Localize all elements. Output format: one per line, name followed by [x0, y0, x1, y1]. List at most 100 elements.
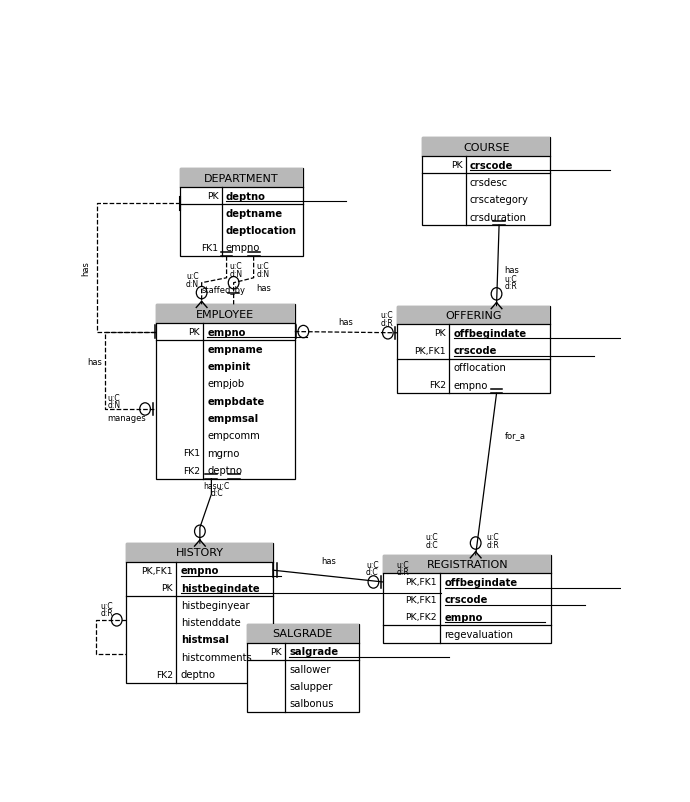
- Text: d:R: d:R: [504, 282, 518, 291]
- Text: crsdesc: crsdesc: [470, 178, 508, 188]
- Text: deptno: deptno: [181, 669, 216, 679]
- Text: PK: PK: [451, 161, 462, 170]
- Text: deptno: deptno: [207, 465, 242, 476]
- Text: empno: empno: [444, 612, 483, 622]
- Bar: [180, 169, 303, 257]
- Text: d:N: d:N: [186, 279, 199, 289]
- Text: salbonus: salbonus: [289, 699, 334, 708]
- Bar: [126, 543, 273, 683]
- Text: empinit: empinit: [207, 362, 250, 371]
- Text: empmsal: empmsal: [207, 414, 259, 423]
- Text: salgrade: salgrade: [289, 646, 338, 656]
- Text: manages: manages: [108, 414, 146, 423]
- Text: histbegindate: histbegindate: [181, 583, 259, 593]
- Text: u:C: u:C: [380, 311, 393, 320]
- Text: PK,FK1: PK,FK1: [406, 595, 437, 604]
- Text: u:C: u:C: [426, 533, 438, 541]
- Text: histenddate: histenddate: [181, 618, 240, 627]
- Text: d:N: d:N: [229, 269, 242, 278]
- Text: d:C: d:C: [210, 488, 223, 498]
- Text: u:C: u:C: [396, 560, 409, 569]
- Text: DEPARTMENT: DEPARTMENT: [204, 173, 279, 184]
- Text: FK1: FK1: [183, 448, 200, 458]
- Text: crscategory: crscategory: [470, 195, 529, 205]
- Bar: [383, 555, 551, 573]
- Text: u:C: u:C: [504, 274, 518, 283]
- Text: has: has: [321, 556, 335, 565]
- Text: PK: PK: [161, 583, 173, 593]
- Text: salupper: salupper: [289, 681, 333, 691]
- Text: offbegindate: offbegindate: [444, 577, 518, 587]
- Text: FK2: FK2: [156, 670, 173, 678]
- Text: offlocation: offlocation: [453, 363, 506, 373]
- Text: crsduration: crsduration: [470, 213, 527, 222]
- Text: HISTORY: HISTORY: [176, 548, 224, 557]
- Text: FK2: FK2: [183, 466, 200, 475]
- Text: d:R: d:R: [380, 318, 393, 327]
- Text: FK1: FK1: [201, 244, 219, 253]
- Text: has: has: [81, 261, 90, 276]
- Text: u:C: u:C: [229, 262, 242, 271]
- Bar: [156, 305, 295, 479]
- Text: u:C: u:C: [100, 601, 113, 610]
- Text: regevaluation: regevaluation: [444, 629, 513, 639]
- Text: empbdate: empbdate: [207, 396, 264, 407]
- Bar: [247, 624, 359, 712]
- Bar: [397, 306, 550, 394]
- Bar: [247, 624, 359, 642]
- Text: u:C: u:C: [486, 533, 499, 541]
- Text: PK: PK: [207, 192, 219, 200]
- Text: hasu:C: hasu:C: [204, 481, 230, 490]
- Text: has: has: [256, 284, 271, 293]
- Text: u:C: u:C: [186, 272, 199, 281]
- Text: deptname: deptname: [226, 209, 283, 219]
- Text: d:N: d:N: [108, 401, 121, 410]
- Text: SALGRADE: SALGRADE: [273, 629, 333, 638]
- Text: PK: PK: [270, 647, 282, 656]
- Text: histbeginyear: histbeginyear: [181, 600, 249, 610]
- Text: PK,FK1: PK,FK1: [406, 577, 437, 587]
- Bar: [156, 305, 295, 323]
- Bar: [422, 138, 551, 156]
- Bar: [397, 306, 550, 325]
- Text: u:C: u:C: [256, 262, 269, 271]
- Bar: [422, 138, 551, 226]
- Text: d:R: d:R: [396, 567, 409, 576]
- Text: deptlocation: deptlocation: [226, 226, 297, 236]
- Text: crscode: crscode: [453, 346, 497, 355]
- Text: histcomments: histcomments: [181, 652, 251, 662]
- Text: d:C: d:C: [426, 540, 438, 549]
- Text: u:C: u:C: [108, 393, 120, 402]
- Text: mgrno: mgrno: [207, 448, 239, 458]
- Text: empno: empno: [226, 243, 260, 253]
- Bar: [383, 555, 551, 642]
- Bar: [126, 543, 273, 562]
- Text: empno: empno: [181, 565, 219, 576]
- Text: empjob: empjob: [207, 379, 244, 389]
- Text: empno: empno: [453, 380, 488, 391]
- Text: empcomm: empcomm: [207, 431, 260, 441]
- Text: d:C: d:C: [366, 567, 379, 576]
- Text: FK2: FK2: [429, 381, 446, 390]
- Text: PK,FK1: PK,FK1: [415, 346, 446, 355]
- Text: crscode: crscode: [470, 160, 513, 170]
- Text: REGISTRATION: REGISTRATION: [426, 559, 508, 569]
- Text: histmsal: histmsal: [181, 634, 228, 645]
- Text: PK,FK1: PK,FK1: [141, 566, 173, 575]
- Text: PK,FK2: PK,FK2: [406, 613, 437, 622]
- Text: empno: empno: [207, 327, 246, 337]
- Text: COURSE: COURSE: [463, 143, 509, 152]
- Text: empname: empname: [207, 344, 263, 354]
- Text: has: has: [339, 318, 353, 326]
- Text: d:R: d:R: [486, 540, 499, 549]
- Text: deptno: deptno: [226, 192, 266, 201]
- Text: PK: PK: [188, 328, 200, 337]
- Text: EMPLOYEE: EMPLOYEE: [196, 310, 255, 319]
- Text: has: has: [504, 265, 520, 274]
- Text: d:R: d:R: [100, 608, 113, 618]
- Text: offbegindate: offbegindate: [453, 328, 526, 338]
- Text: crscode: crscode: [444, 594, 488, 605]
- Text: staffed_by: staffed_by: [202, 286, 246, 294]
- Text: d:N: d:N: [256, 269, 269, 278]
- Text: PK: PK: [435, 329, 446, 338]
